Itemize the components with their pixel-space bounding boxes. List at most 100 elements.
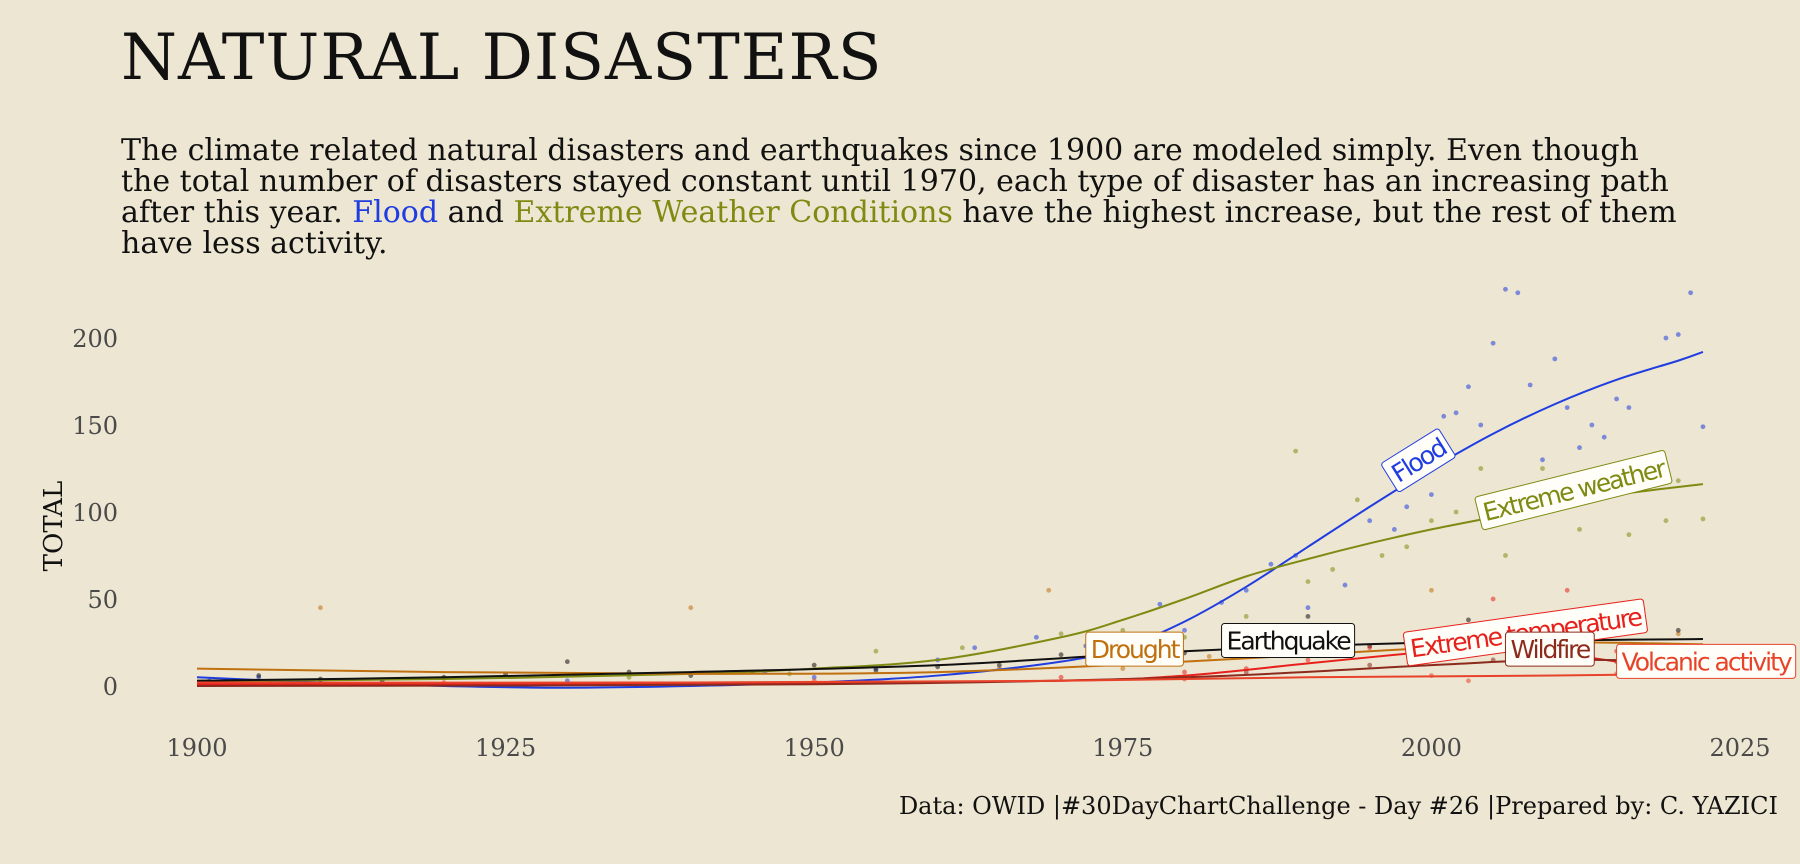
- chart-caption: Data: OWID |#30DayChartChallenge - Day #…: [898, 792, 1778, 820]
- flood-point: [1391, 527, 1397, 532]
- earthquake-label-box: [1221, 622, 1356, 658]
- volcanic-activity-label-box: [1616, 643, 1797, 679]
- earthquake-label: Earthquake: [1221, 622, 1356, 658]
- flood-point: [1182, 627, 1187, 633]
- flood-point: [1527, 382, 1533, 388]
- extreme-weather-point: [1663, 518, 1669, 524]
- extreme-weather-point: [1700, 516, 1706, 522]
- extreme-weather-label: Extreme weather: [1474, 450, 1673, 531]
- y-axis-title: TOTAL: [39, 481, 69, 572]
- extreme-weather-point: [1404, 544, 1410, 550]
- y-tick-label: 0: [103, 673, 118, 701]
- flood-label-box: [1381, 428, 1456, 493]
- flood-point: [1503, 286, 1508, 292]
- extreme-weather-point: [1379, 553, 1385, 558]
- flood-point: [1157, 601, 1163, 607]
- subtitle-and: and: [438, 195, 514, 230]
- earthquake-point: [811, 662, 817, 668]
- drought-label: Drought: [1085, 631, 1184, 667]
- flood-point: [811, 674, 817, 680]
- flood-point: [1589, 422, 1595, 428]
- extreme-temperature-point: [1305, 657, 1311, 663]
- flood-point: [1453, 410, 1459, 416]
- volcanic-activity-trend-line: [196, 672, 1703, 684]
- flood-label: Flood: [1381, 428, 1456, 493]
- subtitle-extreme-weather: Extreme Weather Conditions: [513, 195, 953, 230]
- y-tick-label: 50: [87, 586, 118, 614]
- flood-point: [1268, 561, 1274, 567]
- flood-point: [1564, 405, 1570, 410]
- flood-point: [1305, 605, 1311, 611]
- extreme-temperature-point: [1490, 596, 1496, 602]
- drought-point: [688, 605, 694, 611]
- extreme-temperature-point: [1564, 587, 1570, 593]
- flood-point: [1614, 396, 1619, 402]
- x-tick-label: 2000: [1401, 734, 1462, 762]
- extreme-weather-point: [1503, 553, 1508, 558]
- subtitle-part2: have the highest increase, but the rest …: [121, 195, 1677, 261]
- flood-point: [1552, 356, 1558, 362]
- extreme-temperature-point: [1367, 645, 1373, 651]
- extreme-weather-point: [873, 648, 879, 654]
- extreme-weather-point: [1429, 518, 1434, 524]
- flood-point: [1601, 434, 1607, 440]
- extreme-weather-point: [1058, 631, 1064, 637]
- chart-subtitle: The climate related natural disasters an…: [121, 135, 1681, 259]
- earthquake-point: [1466, 617, 1471, 623]
- flood-point: [1243, 587, 1249, 593]
- extreme-temperature-point: [1182, 669, 1187, 675]
- wildfire-label-text: Wildfire: [1510, 635, 1590, 664]
- x-tick-label: 1950: [784, 734, 845, 762]
- drought-point: [1206, 654, 1212, 659]
- extreme-weather-point: [1453, 509, 1459, 515]
- flood-point: [1342, 582, 1348, 588]
- extreme-weather-label-box: [1474, 450, 1673, 531]
- extreme-weather-point: [1293, 448, 1299, 454]
- wildfire-label-box: [1504, 631, 1595, 667]
- earthquake-point: [873, 667, 879, 673]
- wildfire-label: Wildfire: [1504, 631, 1595, 667]
- extreme-weather-point: [1120, 627, 1126, 633]
- drought-point: [318, 605, 323, 611]
- extreme-weather-point: [1675, 478, 1681, 484]
- flood-point: [972, 645, 978, 651]
- volcanic-activity-label: Volcanic activity: [1616, 643, 1797, 679]
- earthquake-point: [1305, 614, 1311, 619]
- wildfire-point: [1367, 662, 1373, 668]
- subtitle-flood: Flood: [352, 195, 439, 230]
- flood-point: [1675, 332, 1681, 337]
- drought-point: [1429, 587, 1434, 593]
- volcanic-activity-label-text: Volcanic activity: [1622, 647, 1793, 676]
- flood-point: [1404, 504, 1410, 510]
- extreme-weather-point: [1243, 614, 1249, 619]
- flood-point: [1490, 340, 1496, 346]
- flood-point: [1441, 413, 1447, 419]
- earthquake-point: [996, 662, 1002, 668]
- drought-label-text: Drought: [1091, 635, 1181, 664]
- flood-point: [1663, 335, 1669, 341]
- volcanic-activity-point: [1466, 678, 1471, 684]
- earthquake-point: [256, 673, 262, 678]
- x-tick-label: 2025: [1709, 734, 1770, 762]
- flood-point: [1626, 405, 1632, 410]
- flood-point: [1466, 384, 1471, 390]
- earthquake-point: [564, 659, 570, 665]
- y-tick-label: 200: [72, 325, 118, 353]
- flood-point: [1700, 424, 1706, 430]
- extreme-weather-point: [1626, 532, 1632, 538]
- extreme-temperature-point: [1058, 674, 1064, 680]
- extreme-weather-point: [1478, 466, 1484, 471]
- flood-point: [1577, 445, 1582, 451]
- subtitle-part1: The climate related natural disasters an…: [121, 133, 1669, 230]
- extreme-weather-point: [959, 645, 965, 651]
- x-tick-label: 1975: [1092, 734, 1153, 762]
- y-axis-title-group: TOTAL: [39, 481, 69, 572]
- y-tick-label: 150: [72, 412, 118, 440]
- drought-point: [1675, 631, 1681, 637]
- axis-ticks: 1900 1925 1950 1975 2000 2025 0 50 100 150 200: [72, 325, 1770, 762]
- chart-title: NATURAL DISASTERS: [121, 21, 883, 95]
- y-tick-label: 100: [72, 499, 118, 527]
- earthquake-label-text: Earthquake: [1227, 626, 1352, 655]
- flood-point: [1478, 422, 1484, 428]
